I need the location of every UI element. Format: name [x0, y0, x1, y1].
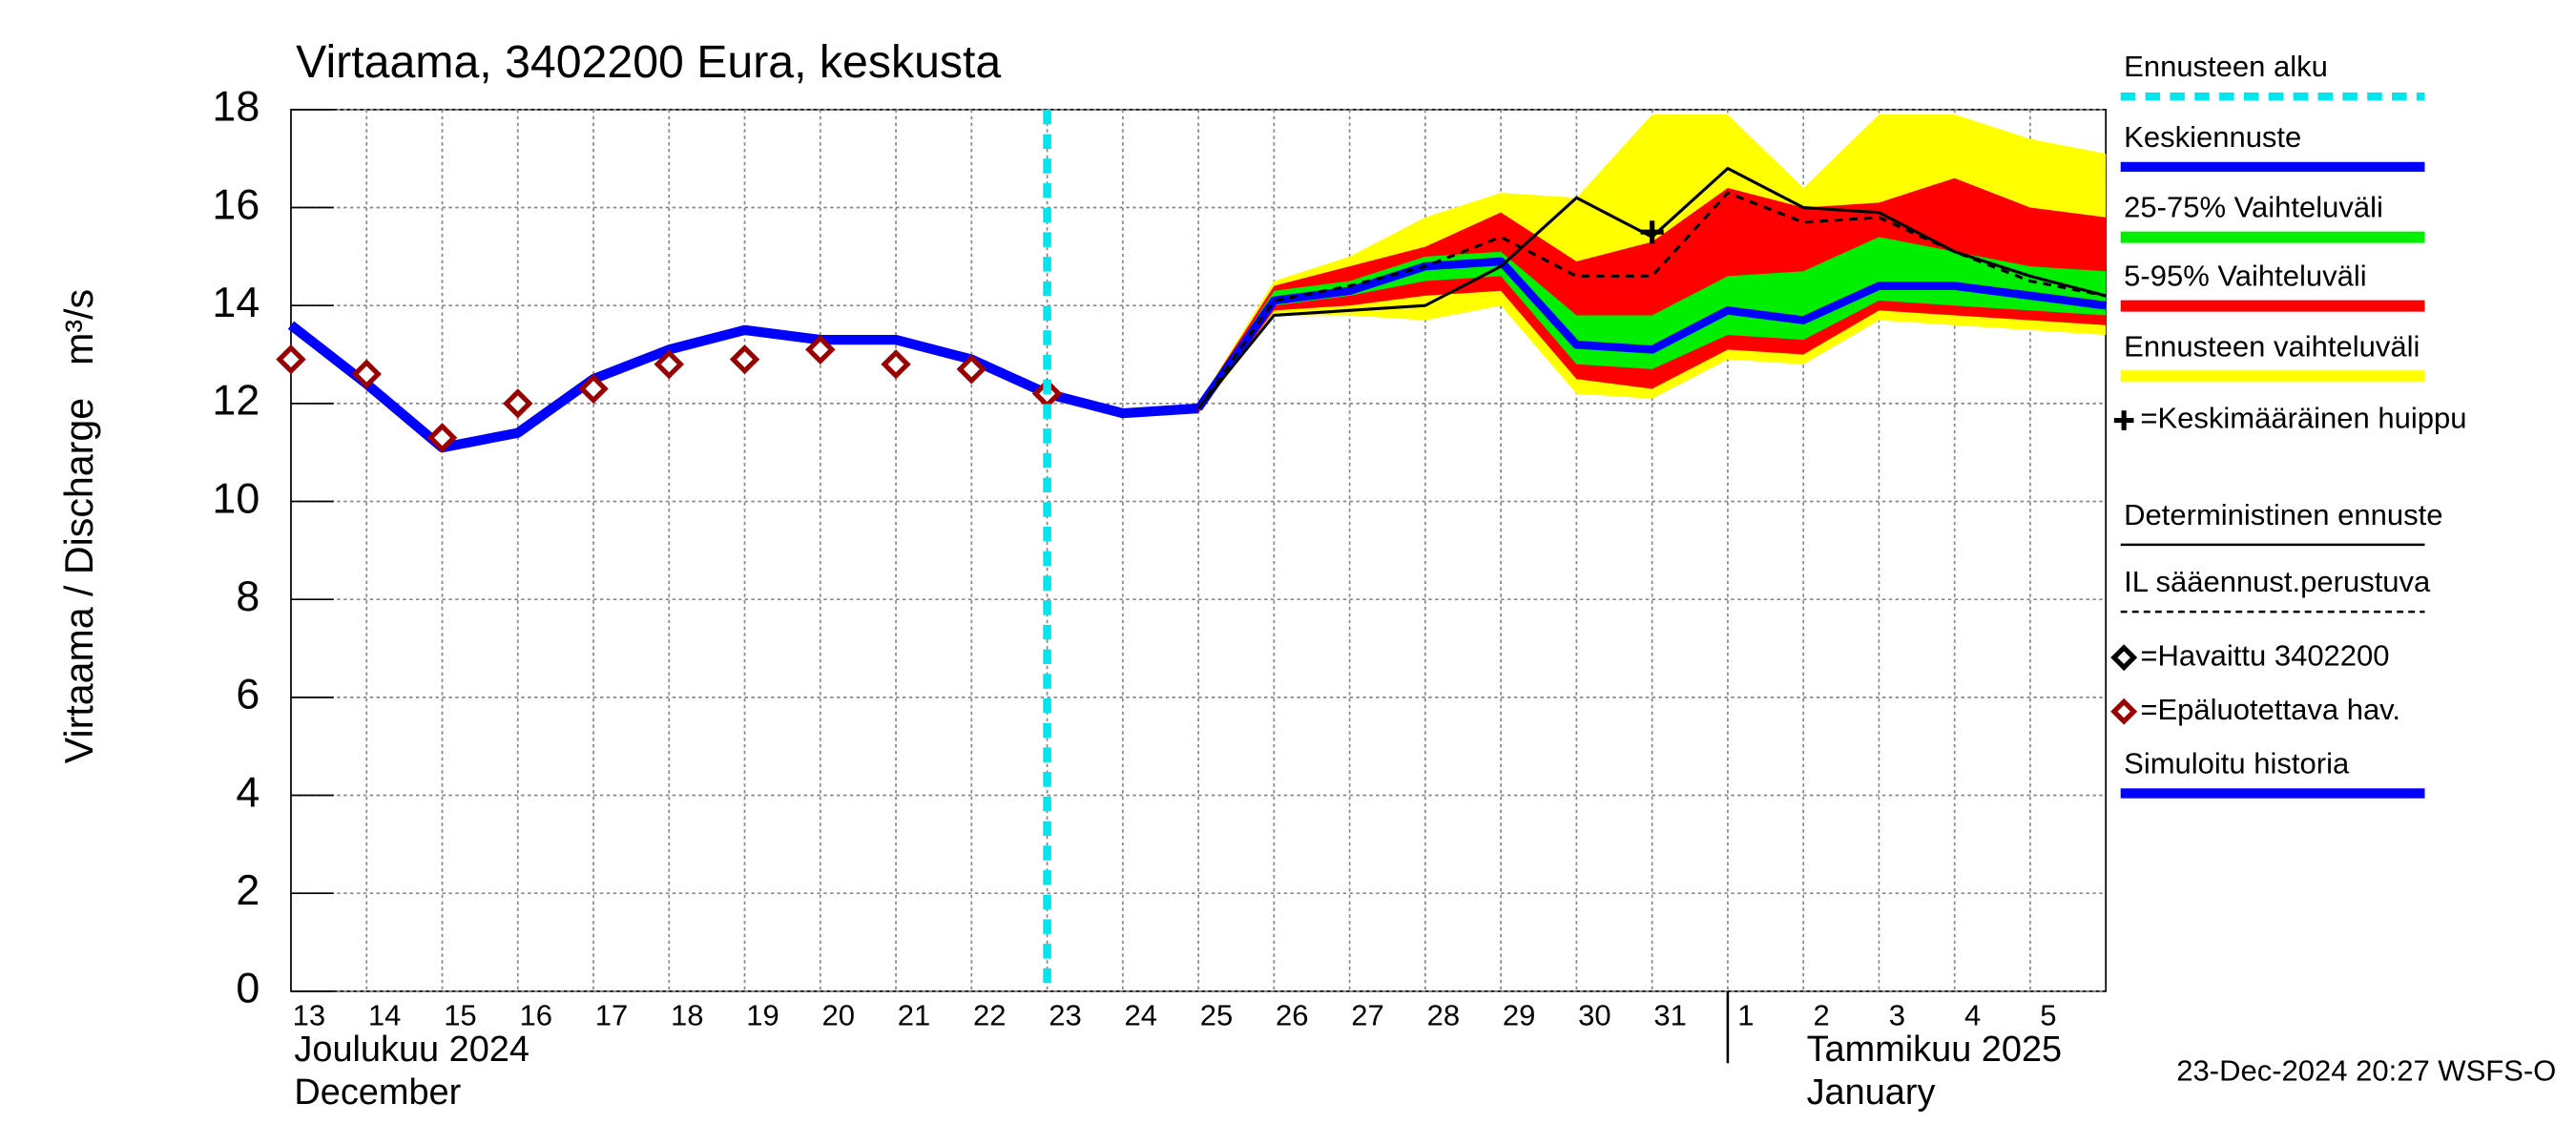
series-line	[1196, 191, 2107, 409]
x-tick-label: 1	[1737, 999, 1754, 1032]
x-tick-label: 17	[595, 999, 628, 1032]
observation-marker	[276, 344, 306, 375]
x-tick-label: 2	[1814, 999, 1830, 1032]
legend-label: Ennusteen alku	[2124, 50, 2328, 83]
legend-label: =Havaittu 3402200	[2140, 638, 2389, 672]
y-tick-label: 16	[212, 181, 260, 228]
y-tick-label: 10	[212, 475, 260, 522]
x-tick-label: 28	[1427, 999, 1460, 1032]
observation-marker	[956, 354, 987, 385]
plot	[276, 108, 2108, 992]
legend-label: Deterministinen ennuste	[2124, 498, 2442, 531]
x-tick-label: 25	[1200, 999, 1233, 1032]
legend-label: =Epäluotettava hav.	[2140, 693, 2400, 726]
legend-label: Ennusteen vaihteluväli	[2124, 329, 2420, 363]
month-label: Tammikuu 2025	[1807, 1030, 2062, 1070]
x-tick-label: 3	[1889, 999, 1905, 1032]
y-tick-label: 12	[212, 378, 260, 425]
peak-marker	[1640, 220, 1664, 244]
y-axis-label: Virtaama / Discharge	[57, 398, 101, 763]
x-tick-label: 4	[1964, 999, 1981, 1032]
observation-marker	[654, 349, 684, 380]
y-tick-label: 14	[212, 280, 260, 326]
x-tick-label: 31	[1653, 999, 1686, 1032]
footer: 23-Dec-2024 20:27 WSFS-O	[2176, 1054, 2556, 1088]
x-tick-label: 18	[671, 999, 703, 1032]
observation-marker	[729, 344, 760, 375]
series-line	[1195, 257, 2107, 411]
observation-marker	[503, 388, 533, 419]
chart-title: Virtaama, 3402200 Eura, keskusta	[296, 36, 1001, 88]
legend-label: =Keskimääräinen huippu	[2140, 402, 2466, 435]
x-tick-label: 13	[293, 999, 325, 1032]
month-label: Joulukuu 2024	[294, 1030, 530, 1070]
x-tick-label: 5	[2040, 999, 2056, 1032]
observation-marker	[351, 359, 382, 389]
band-area	[1198, 237, 2107, 408]
month-label: January	[1807, 1072, 1936, 1113]
x-tick-label: 30	[1578, 999, 1610, 1032]
y-tick-label: 18	[212, 84, 260, 131]
x-tick-label: 14	[368, 999, 401, 1032]
observation-marker	[578, 373, 609, 405]
legend-label: 25-75% Vaihteluväli	[2124, 191, 2383, 224]
legend-symbol	[2110, 697, 2138, 725]
x-tick-label: 20	[822, 999, 855, 1032]
legend-symbol	[2113, 410, 2134, 430]
x-tick-label: 21	[898, 999, 930, 1032]
y-tick-label: 6	[236, 672, 260, 718]
legend-label: Keskiennuste	[2124, 120, 2301, 154]
y-tick-label: 4	[236, 769, 260, 816]
x-tick-label: 24	[1125, 999, 1157, 1032]
x-tick-label: 29	[1503, 999, 1535, 1032]
x-tick-label: 22	[973, 999, 1006, 1032]
x-tick-label: 16	[519, 999, 551, 1032]
legend-label: IL sääennust.perustuva	[2124, 565, 2431, 598]
legend-label: 5-95% Vaihteluväli	[2124, 260, 2366, 293]
x-tick-label: 26	[1276, 999, 1308, 1032]
month-label: December	[294, 1072, 461, 1113]
x-tick-label: 15	[444, 999, 476, 1032]
y-tick-label: 0	[236, 966, 260, 1012]
legend-label: Simuloitu historia	[2124, 747, 2350, 781]
y-tick-label: 8	[236, 573, 260, 620]
y-axis-unit: m³/s	[57, 289, 101, 365]
observation-marker	[805, 334, 836, 365]
observation-marker	[426, 423, 458, 453]
x-tick-label: 27	[1351, 999, 1383, 1032]
observation-marker	[881, 349, 911, 380]
legend-symbol	[2110, 644, 2138, 672]
x-tick-label: 19	[746, 999, 779, 1032]
x-tick-label: 23	[1049, 999, 1081, 1032]
y-tick-label: 2	[236, 867, 260, 914]
